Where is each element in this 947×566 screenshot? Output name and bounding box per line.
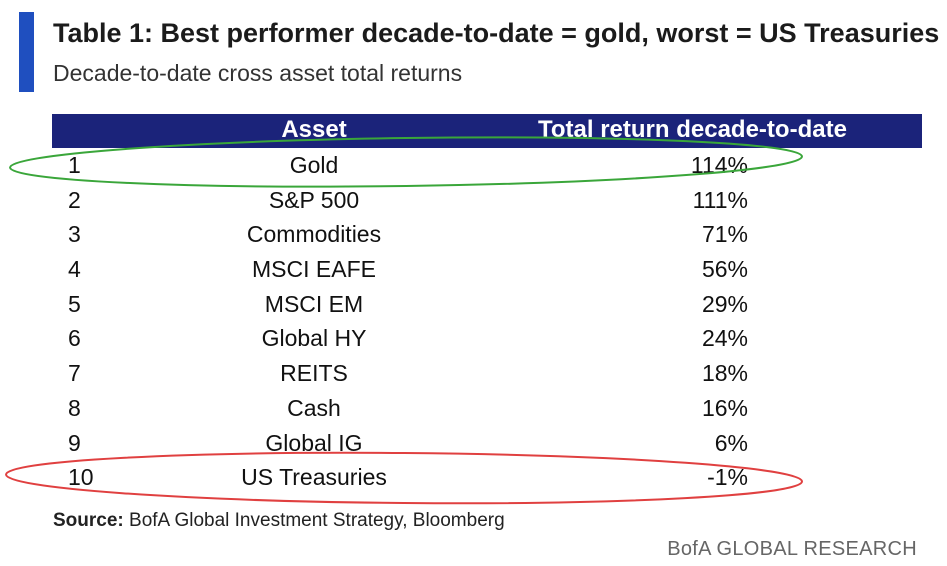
table-row: 7 REITS 18% [52,356,922,391]
table-row: 10 US Treasuries -1% [52,460,922,495]
rank-cell: 3 [68,221,81,248]
return-cell: -1% [707,464,748,491]
asset-cell: Cash [287,394,341,421]
asset-cell: S&P 500 [268,186,360,213]
asset-cell: REITS [280,360,348,387]
rank-cell: 8 [68,394,81,421]
table-row: 8 Cash 16% [52,391,922,426]
rank-cell: 9 [68,429,81,456]
source-note: Source: BofA Global Investment Strategy,… [53,510,505,532]
table-row: 2 S&P 500 111% [52,183,922,218]
table-row: 6 Global HY 24% [52,321,922,356]
rank-cell: 7 [68,360,81,387]
asset-cell: Global IG [265,429,363,456]
table-row: 1 Gold 114% [52,148,922,183]
asset-cell: Global HY [261,325,367,352]
return-cell: 18% [701,360,748,387]
asset-cell: Commodities [246,221,382,248]
return-cell: 56% [701,256,748,283]
page-title: Table 1: Best performer decade-to-date =… [53,18,940,48]
table-row: 4 MSCI EAFE 56% [52,252,922,287]
asset-cell: MSCI EAFE [252,256,376,283]
asset-cell: US Treasuries [241,464,387,491]
table-header: Asset Total return decade-to-date [52,114,922,148]
header-asset: Asset [281,116,347,143]
table-row: 9 Global IG 6% [52,426,922,461]
table-body: 1 Gold 114% 2 S&P 500 111% 3 Commodities 71% 4 MSC… [52,148,922,495]
return-cell: 16% [701,394,748,421]
return-cell: 71% [701,221,748,248]
rank-cell: 5 [68,290,81,317]
rank-cell: 6 [68,325,81,352]
source-text: BofA Global Investment Strategy, Bloombe… [123,510,505,531]
asset-cell: MSCI EM [264,290,364,317]
return-cell: 29% [701,290,748,317]
page-subtitle: Decade-to-date cross asset total returns [53,60,463,86]
return-cell: 6% [714,429,748,456]
return-cell: 114% [690,152,748,178]
rank-cell: 4 [68,256,81,283]
rank-cell: 2 [68,186,81,213]
table-row: 3 Commodities 71% [52,217,922,252]
returns-table: Asset Total return decade-to-date 1 Gold 1… [52,114,922,495]
return-cell: 24% [701,325,748,352]
title-accent-bar [19,12,34,92]
return-cell: 111% [692,186,748,213]
asset-cell: Gold [289,152,339,178]
footer-brand: BofA GLOBAL RESEARCH [667,538,917,560]
header-total-return: Total return decade-to-date [538,116,847,143]
source-label: Source: [53,510,124,531]
table-row: 5 MSCI EM 29% [52,287,922,322]
